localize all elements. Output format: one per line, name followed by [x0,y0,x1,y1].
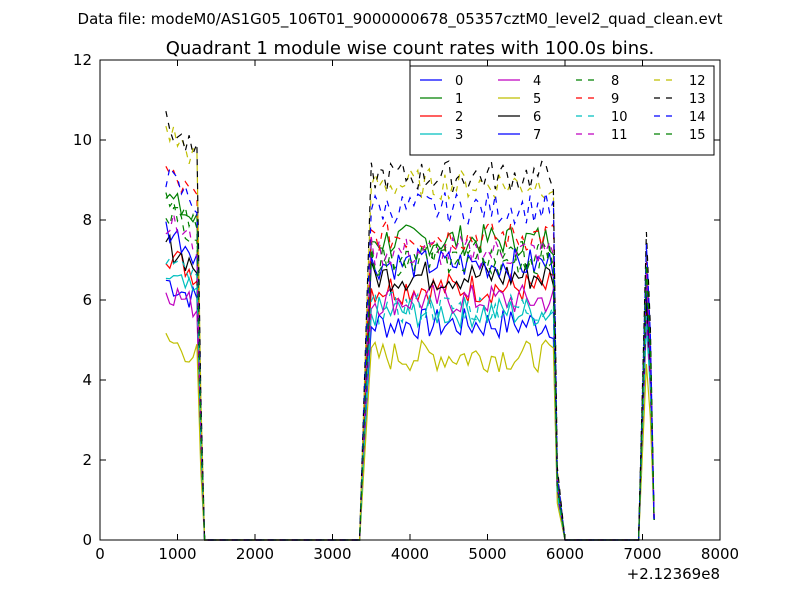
legend-label-1: 1 [455,92,463,107]
x-tick-label-6: 6000 [546,545,584,563]
series-line-11 [165,213,655,541]
legend-label-5: 5 [533,92,541,107]
y-tick-label-5: 10 [73,131,92,149]
x-tick-label-3: 3000 [313,545,351,563]
legend-label-2: 2 [455,110,463,125]
y-tick-label-0: 0 [82,531,92,549]
legend-label-4: 4 [533,74,541,89]
x-tick-label-5: 5000 [468,545,506,563]
y-tick-label-1: 2 [82,451,92,469]
legend-label-10: 10 [611,110,628,125]
legend-label-12: 12 [689,74,706,89]
legend-label-15: 15 [689,128,706,143]
x-tick-label-4: 4000 [391,545,429,563]
y-tick-label-6: 12 [73,51,92,69]
x-offset-label: +2.12369e8 [627,565,720,583]
axis-ticks: 0 1000 2000 3000 4000 5000 6000 7000 80000246810… [73,51,739,563]
legend-label-8: 8 [611,74,619,89]
x-tick-label-0: 0 [95,545,105,563]
legend-label-9: 9 [611,92,619,107]
legend-label-0: 0 [455,74,463,89]
x-tick-label-1: 1000 [158,545,196,563]
figure-suptitle: Data file: modeM0/AS1G05_106T01_90000006… [78,10,723,29]
y-tick-label-2: 4 [82,371,92,389]
x-tick-label-8: 8000 [701,545,739,563]
legend-label-6: 6 [533,110,541,125]
legend-label-14: 14 [689,110,706,125]
legend-box [409,65,715,156]
legend-label-3: 3 [455,128,463,143]
legend-label-11: 11 [611,128,628,143]
y-tick-label-4: 8 [82,211,92,229]
legend-label-7: 7 [533,128,541,143]
chart-title: Quadrant 1 module wise count rates with … [166,38,655,59]
x-tick-label-7: 7000 [623,545,661,563]
y-tick-label-3: 6 [82,291,92,309]
x-tick-label-2: 2000 [236,545,274,563]
series-line-13 [165,110,655,541]
legend-label-13: 13 [689,92,706,107]
